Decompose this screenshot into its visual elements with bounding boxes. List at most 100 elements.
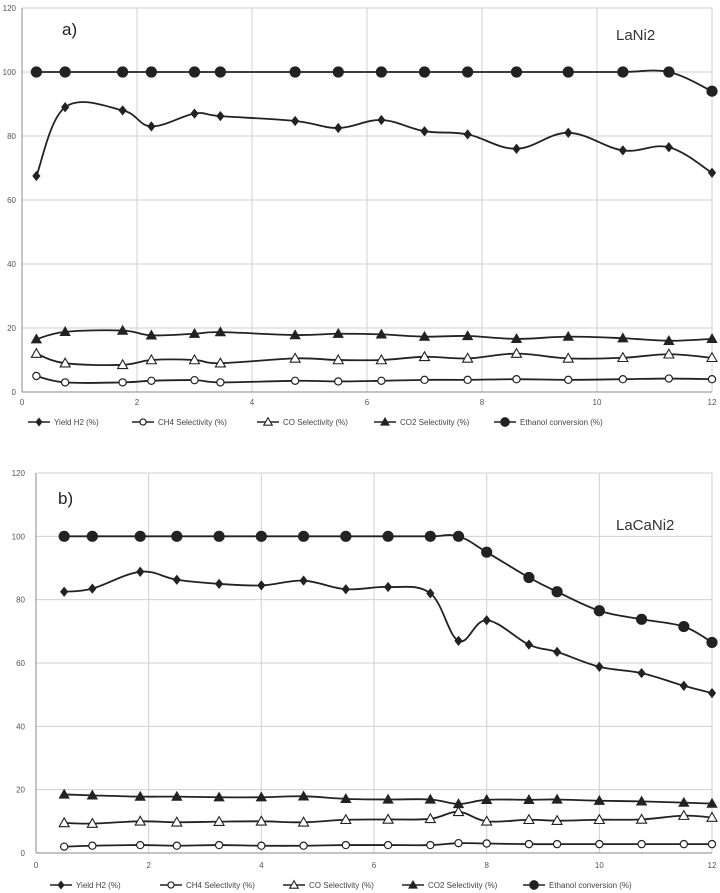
data-point	[707, 839, 717, 849]
data-point	[190, 375, 199, 385]
data-point	[61, 102, 70, 113]
data-point	[289, 329, 301, 340]
data-point	[59, 842, 69, 851]
data-point	[707, 687, 717, 699]
data-point	[424, 812, 437, 824]
data-point	[510, 66, 523, 78]
data-point	[214, 66, 226, 78]
data-point	[213, 791, 225, 802]
data-point	[551, 814, 564, 826]
data-point	[637, 667, 646, 679]
y-tick-label: 120	[3, 4, 17, 13]
data-point	[147, 376, 156, 385]
data-point	[86, 789, 99, 800]
data-point	[707, 167, 717, 178]
data-point	[562, 66, 574, 78]
data-point	[339, 813, 352, 825]
data-point	[297, 530, 310, 542]
legend-marker	[167, 881, 175, 889]
data-point	[524, 639, 534, 650]
data-point	[677, 809, 690, 820]
series-line	[35, 101, 713, 177]
legend-marker	[529, 880, 539, 890]
data-point	[463, 129, 472, 140]
data-point	[461, 352, 474, 363]
legend-marker	[288, 879, 300, 889]
data-point	[375, 353, 388, 365]
series-line	[64, 793, 713, 805]
data-point	[512, 143, 521, 154]
data-point	[172, 574, 181, 585]
data-point	[523, 793, 535, 804]
legend-marker	[139, 418, 147, 426]
data-point	[255, 815, 268, 826]
legend-label: Yield H2 (%)	[54, 418, 99, 427]
data-point	[118, 105, 127, 116]
data-point	[332, 327, 344, 338]
data-point	[299, 841, 308, 850]
series-triangle-open	[30, 347, 718, 370]
data-point	[257, 580, 266, 591]
data-point	[334, 377, 343, 386]
data-point	[382, 793, 394, 804]
data-point	[59, 357, 72, 368]
data-point	[88, 841, 97, 850]
data-point	[664, 374, 674, 383]
data-point	[562, 330, 574, 341]
data-point	[452, 805, 465, 817]
legend-label: CO Selectivity (%)	[309, 881, 374, 890]
data-point	[188, 353, 201, 365]
data-point	[454, 635, 463, 646]
data-point	[32, 170, 41, 182]
data-point	[134, 790, 146, 801]
series-diamond	[32, 101, 717, 182]
data-point	[482, 839, 491, 848]
series-line	[36, 329, 713, 342]
data-point	[60, 586, 69, 597]
series-triangle	[30, 324, 718, 345]
data-point	[595, 661, 604, 672]
data-point	[618, 375, 628, 384]
data-point	[426, 588, 435, 599]
data-point	[383, 840, 393, 850]
data-point	[593, 605, 605, 617]
data-point	[332, 66, 344, 78]
data-point	[291, 115, 300, 127]
y-tick-label: 80	[16, 596, 25, 605]
series-circle-open	[32, 371, 717, 387]
data-point	[663, 66, 675, 78]
data-point	[382, 813, 395, 824]
data-point	[635, 795, 648, 806]
data-point	[289, 66, 301, 78]
data-point	[58, 816, 71, 828]
data-point	[377, 114, 386, 126]
legend-marker	[262, 416, 274, 426]
data-point	[552, 839, 562, 849]
data-point	[454, 838, 463, 848]
data-point	[424, 530, 436, 542]
data-point	[341, 840, 351, 850]
data-point	[635, 613, 648, 625]
x-tick-label: 8	[480, 398, 485, 407]
data-point	[562, 352, 575, 363]
data-point	[664, 142, 673, 153]
data-point	[512, 375, 521, 384]
data-point	[564, 127, 573, 138]
x-tick-label: 4	[250, 398, 255, 407]
data-point	[32, 371, 41, 381]
data-point	[618, 145, 627, 156]
data-point	[463, 375, 472, 385]
data-point	[706, 811, 718, 822]
data-point	[706, 333, 718, 344]
data-point	[382, 530, 394, 542]
data-point	[383, 581, 393, 593]
legend-label: CH4 Selectivity (%)	[158, 418, 227, 427]
legend-label: CO2 Selectivity (%)	[428, 881, 498, 890]
data-point	[147, 121, 156, 132]
data-point	[334, 122, 343, 134]
data-point	[145, 353, 158, 365]
data-point	[58, 530, 70, 542]
data-point	[86, 530, 98, 542]
data-point	[663, 334, 675, 345]
